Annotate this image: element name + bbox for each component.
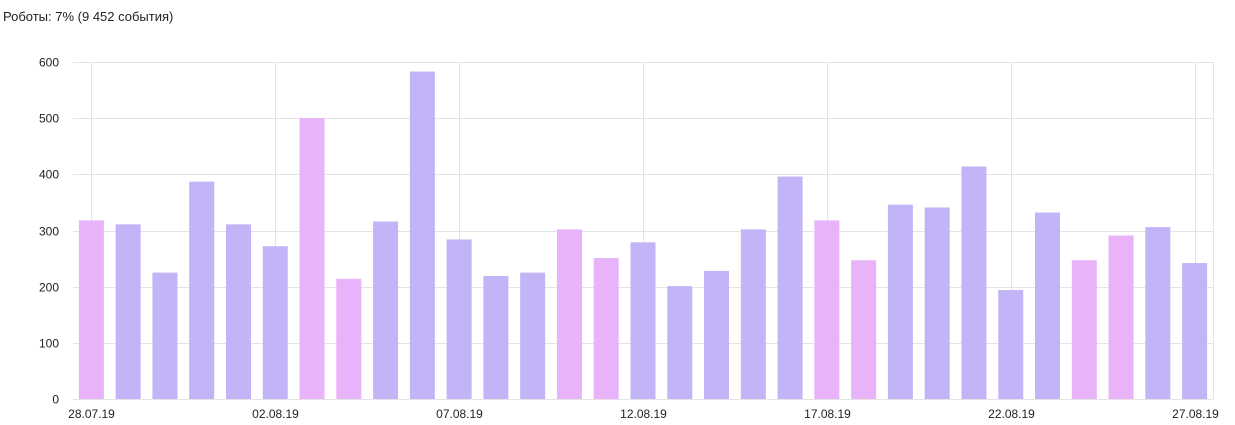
x-tick-label: 02.08.19 xyxy=(252,407,299,421)
x-tick-label: 17.08.19 xyxy=(804,407,851,421)
x-tick-label: 27.08.19 xyxy=(1172,407,1219,421)
bar-22.08.19[interactable] xyxy=(998,290,1024,399)
y-tick-label: 500 xyxy=(39,112,59,126)
y-tick-label: 100 xyxy=(39,337,59,351)
bar-30.07.19[interactable] xyxy=(152,272,178,399)
bar-27.08.19[interactable] xyxy=(1182,263,1208,399)
bar-02.08.19[interactable] xyxy=(262,246,288,399)
bar-24.08.19[interactable] xyxy=(1071,260,1097,399)
bar-19.08.19[interactable] xyxy=(887,204,913,399)
bar-08.08.19[interactable] xyxy=(483,275,509,399)
bar-11.08.19[interactable] xyxy=(593,258,619,399)
y-tick-label: 0 xyxy=(52,393,59,407)
x-tick-label: 07.08.19 xyxy=(436,407,483,421)
bar-21.08.19[interactable] xyxy=(961,166,987,399)
bar-15.08.19[interactable] xyxy=(740,229,766,399)
bar-07.08.19[interactable] xyxy=(446,239,472,399)
x-tick-label: 28.07.19 xyxy=(68,407,115,421)
bar-17.08.19[interactable] xyxy=(814,220,840,399)
bar-20.08.19[interactable] xyxy=(924,207,950,399)
bar-06.08.19[interactable] xyxy=(409,71,435,399)
y-tick-label: 300 xyxy=(39,225,59,239)
bar-28.07.19[interactable] xyxy=(78,220,104,399)
bar-23.08.19[interactable] xyxy=(1035,212,1061,399)
y-axis-labels: 0 100 200 300 400 500 600 xyxy=(39,56,59,407)
bars xyxy=(78,71,1208,400)
bar-29.07.19[interactable] xyxy=(115,224,141,399)
bar-18.08.19[interactable] xyxy=(851,260,877,399)
bar-09.08.19[interactable] xyxy=(520,272,546,399)
bar-04.08.19[interactable] xyxy=(336,278,362,399)
x-axis-labels: 28.07.19 02.08.19 07.08.19 12.08.19 17.08.19… xyxy=(68,407,1219,421)
bar-31.07.19[interactable] xyxy=(189,181,215,399)
bar-16.08.19[interactable] xyxy=(777,176,803,399)
bar-03.08.19[interactable] xyxy=(299,118,325,400)
y-tick-label: 200 xyxy=(39,281,59,295)
bar-01.08.19[interactable] xyxy=(225,224,251,399)
y-tick-label: 400 xyxy=(39,168,59,182)
y-tick-label: 600 xyxy=(39,56,59,70)
bar-25.08.19[interactable] xyxy=(1108,235,1134,399)
bar-14.08.19[interactable] xyxy=(704,270,730,399)
bar-12.08.19[interactable] xyxy=(630,242,656,399)
bar-26.08.19[interactable] xyxy=(1145,227,1171,399)
bar-05.08.19[interactable] xyxy=(373,221,399,399)
x-tick-label: 22.08.19 xyxy=(988,407,1035,421)
chart-caption: Роботы: 7% (9 452 события) xyxy=(3,9,174,24)
x-tick-label: 12.08.19 xyxy=(620,407,667,421)
bar-10.08.19[interactable] xyxy=(556,229,582,399)
bar-13.08.19[interactable] xyxy=(667,286,693,399)
